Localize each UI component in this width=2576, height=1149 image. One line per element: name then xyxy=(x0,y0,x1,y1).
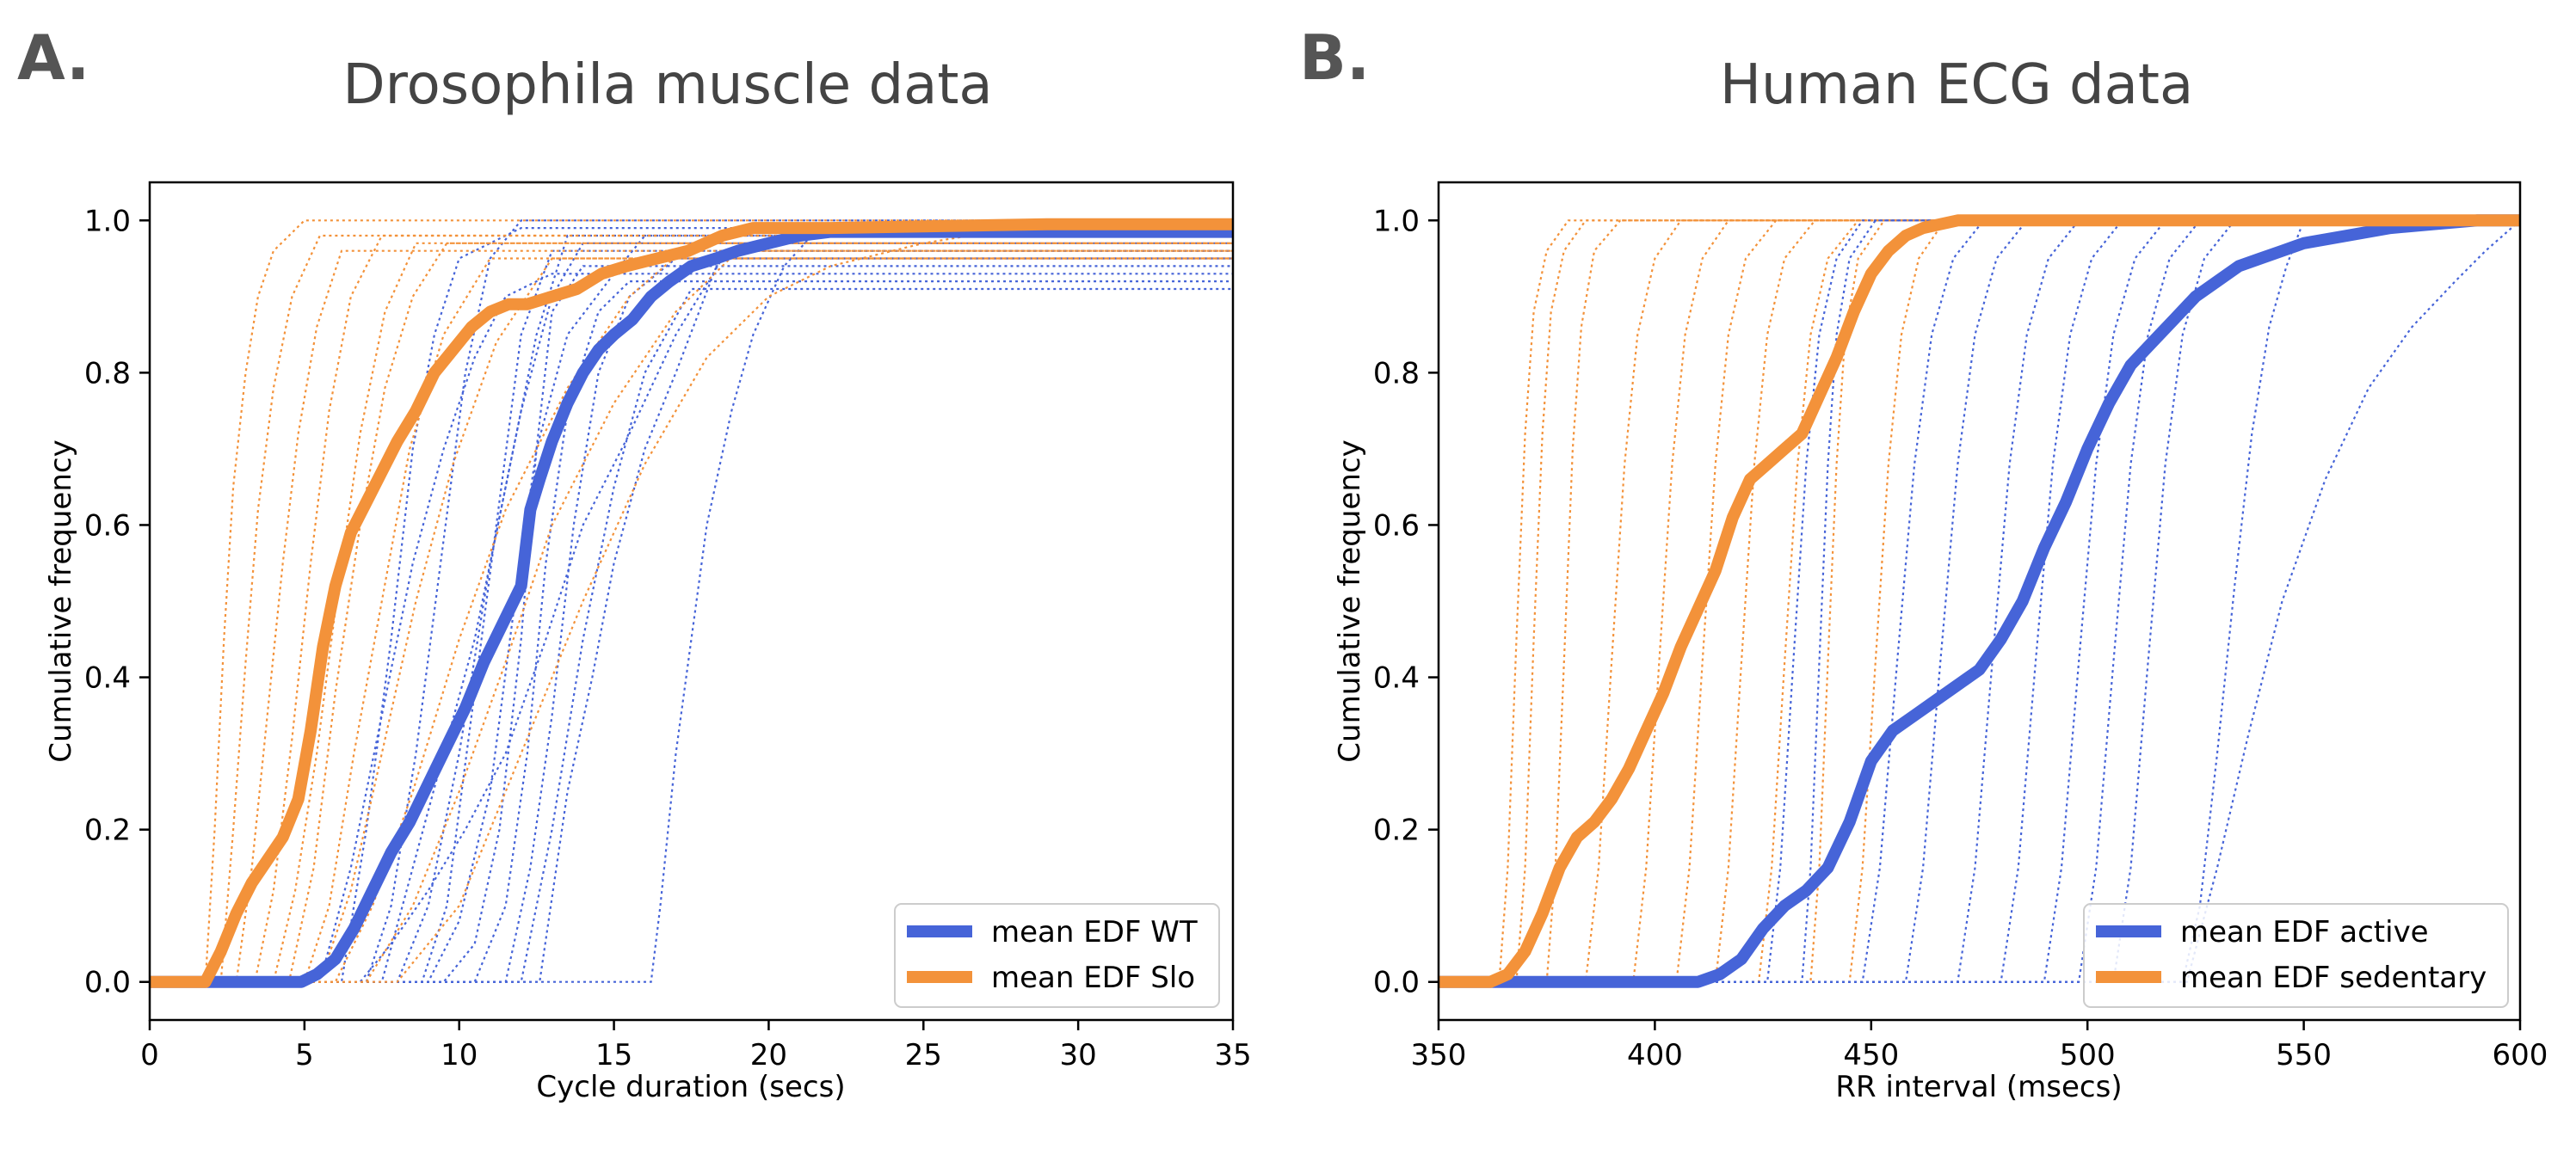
series-line-mean-orange xyxy=(1439,214,2520,988)
panel-letter: A. xyxy=(17,22,89,94)
y-axis-label: Cumulative frequency xyxy=(44,439,78,762)
x-tick-label: 30 xyxy=(1060,1038,1097,1072)
panel-a: A. Drosophila muscle data 0 5 10 15 20 25 30 35… xyxy=(17,22,1252,1104)
series-line-mean-blue xyxy=(150,225,1233,988)
panel-letter: B. xyxy=(1299,22,1370,94)
series-line-mean-blue xyxy=(1439,214,2520,988)
series-line-individual-blue xyxy=(150,227,1233,983)
y-tick-label: 0.0 xyxy=(84,966,131,1000)
x-tick-label: 10 xyxy=(441,1038,478,1072)
series-line-individual-orange xyxy=(1439,219,2520,983)
series-line-individual-blue xyxy=(1439,219,2520,983)
x-tick-label: 0 xyxy=(140,1038,159,1072)
chart-title: Drosophila muscle data xyxy=(342,53,992,117)
series-line-individual-orange xyxy=(150,234,1233,983)
series-line-individual-blue xyxy=(1439,219,2520,983)
series-line-individual-blue xyxy=(1439,219,2520,983)
y-tick-label: 1.0 xyxy=(84,204,131,238)
series-line-individual-blue xyxy=(150,265,1233,983)
plot-frame xyxy=(1437,181,2522,1022)
legend-label-sedentary: mean EDF sedentary xyxy=(2180,961,2487,995)
x-tick-label: 450 xyxy=(1843,1038,1899,1072)
series-line-individual-blue xyxy=(1439,219,2520,983)
series-line-individual-orange xyxy=(150,234,1233,983)
legend-label-active: mean EDF active xyxy=(2180,915,2429,949)
x-tick-label: 550 xyxy=(2276,1038,2332,1072)
y-tick-label: 0.2 xyxy=(84,814,131,848)
series-line-individual-blue xyxy=(1439,219,2520,983)
series-line-individual-orange xyxy=(1439,219,2520,983)
series-line-mean-orange xyxy=(150,218,1233,988)
legend-box xyxy=(894,903,1220,1008)
series-line-individual-blue xyxy=(150,249,1233,983)
series-line-individual-blue xyxy=(1439,219,2520,983)
series-line-individual-orange xyxy=(1439,219,2520,983)
panel-b: B. Human ECG data 350 400 450 500 550 600 0.0 0… xyxy=(1299,22,2548,1104)
y-tick-label: 0.6 xyxy=(84,508,131,543)
series-line-individual-blue xyxy=(1439,219,2520,983)
x-tick-label: 35 xyxy=(1214,1038,1251,1072)
y-tick-label: 0.4 xyxy=(84,661,131,696)
legend: mean EDF active mean EDF sedentary xyxy=(2083,903,2509,1008)
series-layer xyxy=(1439,214,2520,988)
series-line-individual-blue xyxy=(1439,219,2520,983)
series-line-individual-orange xyxy=(150,249,1233,983)
series-line-individual-orange xyxy=(150,219,1233,983)
x-tick-label: 350 xyxy=(1411,1038,1467,1072)
x-tick-label: 15 xyxy=(595,1038,632,1072)
series-line-individual-blue xyxy=(150,230,1233,983)
x-tick-label: 600 xyxy=(2493,1038,2548,1072)
y-tick-label: 1.0 xyxy=(1373,204,1420,238)
x-tick-label: 500 xyxy=(2060,1038,2116,1072)
legend-box xyxy=(2083,903,2509,1008)
x-tick-label: 25 xyxy=(905,1038,942,1072)
series-line-individual-orange xyxy=(150,257,1233,983)
series-line-individual-blue xyxy=(150,273,1233,983)
series-line-individual-orange xyxy=(1439,219,2520,983)
series-line-individual-blue xyxy=(1439,219,2520,983)
chart-title: Human ECG data xyxy=(1720,53,2193,117)
series-line-individual-blue xyxy=(150,234,1233,983)
series-line-individual-orange xyxy=(150,257,1233,983)
y-tick-label: 0.8 xyxy=(1373,356,1420,390)
legend-label-wt: mean EDF WT xyxy=(991,915,1198,949)
series-line-individual-orange xyxy=(1439,219,2520,983)
series-line-individual-orange xyxy=(1439,219,2520,983)
y-tick-label: 0.8 xyxy=(84,356,131,390)
legend-label-slo: mean EDF Slo xyxy=(991,961,1195,995)
series-line-individual-orange xyxy=(150,242,1233,983)
series-line-individual-orange xyxy=(1439,219,2520,983)
y-tick-label: 0.0 xyxy=(1373,966,1420,1000)
series-line-individual-blue xyxy=(150,249,1233,983)
legend: mean EDF WT mean EDF Slo xyxy=(894,903,1220,1008)
series-line-individual-blue xyxy=(150,257,1233,983)
series-line-individual-blue xyxy=(1439,219,2520,983)
series-line-individual-orange xyxy=(150,249,1233,983)
series-line-individual-blue xyxy=(1439,219,2520,983)
y-tick-label: 0.4 xyxy=(1373,661,1420,696)
series-line-individual-orange xyxy=(1439,219,2520,983)
series-line-individual-blue xyxy=(150,242,1233,983)
series-layer xyxy=(150,218,1233,988)
x-tick-label: 400 xyxy=(1627,1038,1683,1072)
tick-layer: 0 5 10 15 20 25 30 35 0.0 0.2 0.4 0.6 0.8 1.0 xyxy=(84,204,1252,1072)
x-tick-label: 20 xyxy=(750,1038,787,1072)
y-axis-label: Cumulative frequency xyxy=(1333,439,1367,762)
plot-frame xyxy=(148,181,1235,1022)
x-axis-label: RR interval (msecs) xyxy=(1835,1070,2122,1104)
tick-layer: 350 400 450 500 550 600 0.0 0.2 0.4 0.6 0.8 1.0 xyxy=(1373,204,2548,1072)
y-tick-label: 0.2 xyxy=(1373,814,1420,848)
series-line-individual-blue xyxy=(150,257,1233,983)
series-line-individual-orange xyxy=(150,219,1233,983)
x-tick-label: 5 xyxy=(295,1038,314,1072)
series-line-individual-orange xyxy=(1439,219,2520,983)
series-line-individual-orange xyxy=(1439,219,2520,983)
series-line-individual-blue xyxy=(150,219,1233,983)
series-line-individual-orange xyxy=(150,242,1233,983)
x-axis-label: Cycle duration (secs) xyxy=(536,1070,845,1104)
series-line-individual-blue xyxy=(150,234,1233,983)
series-line-individual-orange xyxy=(150,242,1233,983)
y-tick-label: 0.6 xyxy=(1373,508,1420,543)
